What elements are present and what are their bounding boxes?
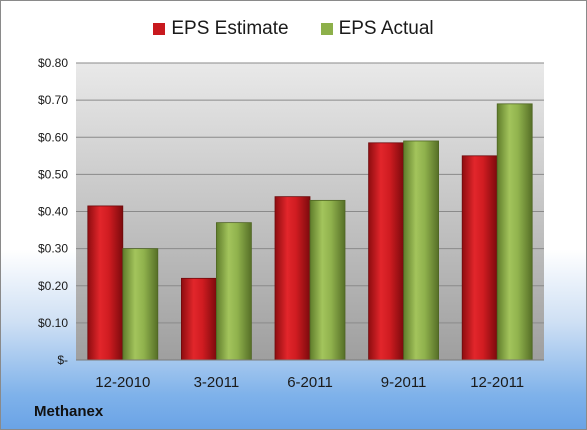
bar-estimate-12-2010 [87,205,124,361]
bar-estimate-12-2011 [461,155,498,361]
bar-actual-12-2011 [496,103,533,361]
y-tick-label: $0.30 [38,242,68,256]
chart-legend: EPS Estimate EPS Actual [1,18,586,40]
x-tick-label: 12-2010 [95,374,150,391]
company-name: Methanex [34,403,104,420]
y-tick-label: $0.60 [38,130,68,144]
y-tick-label: $0.80 [38,56,68,70]
legend-label-estimate: EPS Estimate [171,18,289,39]
y-tick-label: $0.20 [38,279,68,293]
bar-actual-6-2011 [309,199,346,361]
x-axis-labels: 12-2010 3-2011 6-2011 9-2011 12-2011 [95,374,524,391]
y-axis-ticks: $- $0.10 $0.20 $0.30 $0.40 $0.50 $0.60 $0.70 $0.… [38,56,68,367]
y-tick-label: $- [57,353,68,367]
y-tick-label: $0.50 [38,167,68,181]
bars [87,103,533,361]
legend-swatch-estimate [153,23,166,35]
bar-estimate-3-2011 [180,277,217,361]
x-tick-label: 12-2011 [470,374,524,391]
x-tick-label: 6-2011 [287,374,333,391]
legend-label-actual: EPS Actual [338,18,434,39]
x-tick-label: 3-2011 [194,374,240,391]
bar-actual-12-2010 [122,248,159,361]
y-tick-label: $0.40 [38,205,68,219]
legend-swatch-actual [320,23,333,35]
bar-actual-3-2011 [215,222,252,361]
legend-item-actual: EPS Actual [320,18,434,40]
bar-estimate-9-2011 [368,142,405,361]
bar-actual-9-2011 [403,140,440,361]
y-tick-label: $0.70 [38,93,68,107]
legend-item-estimate: EPS Estimate [153,18,289,40]
x-tick-label: 9-2011 [381,374,427,391]
y-tick-label: $0.10 [38,316,68,330]
bar-estimate-6-2011 [274,196,311,361]
